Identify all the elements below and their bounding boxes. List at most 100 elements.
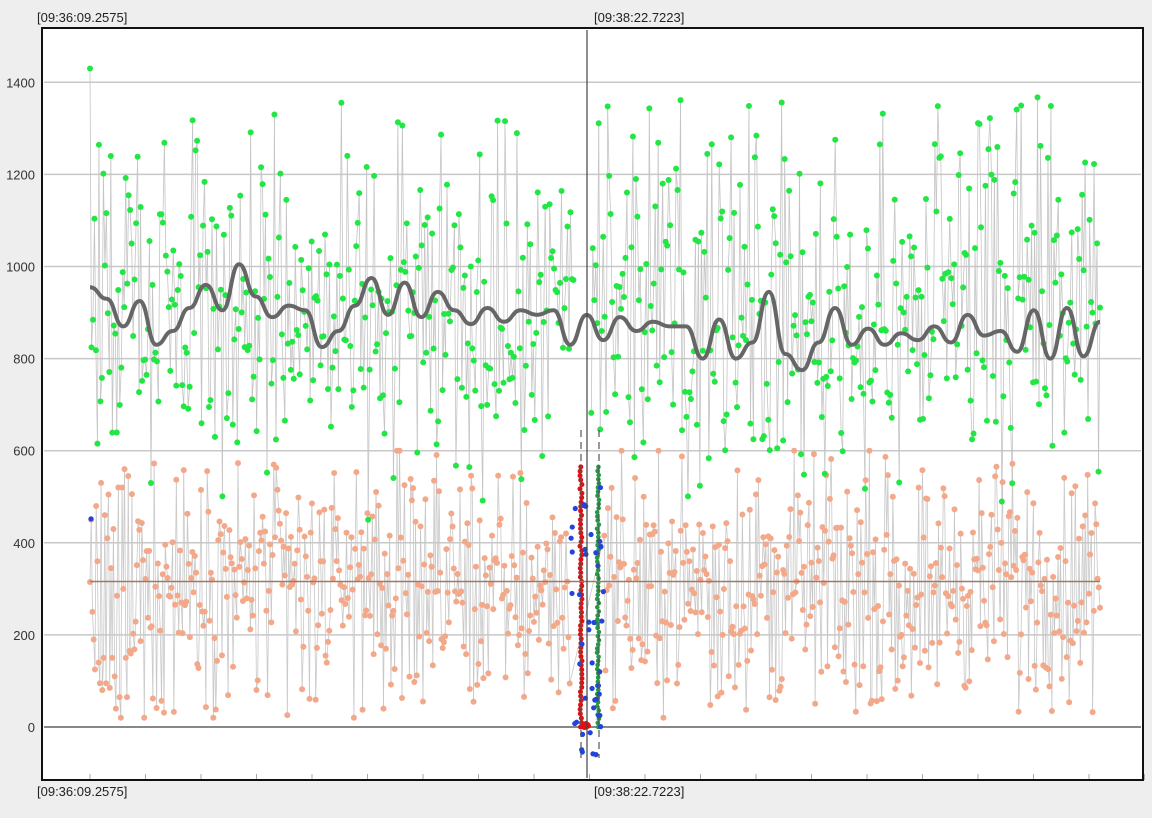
salmon-point (262, 528, 268, 534)
green-point (114, 429, 120, 435)
salmon-point (881, 547, 887, 553)
salmon-point (908, 693, 914, 699)
salmon-point (483, 572, 489, 578)
green-point (956, 172, 962, 178)
salmon-point (822, 528, 828, 534)
salmon-point (707, 702, 713, 708)
green-point (523, 363, 529, 369)
green-point (965, 367, 971, 373)
green-point (994, 144, 1000, 150)
salmon-point (152, 584, 158, 590)
green-point (184, 350, 190, 356)
green-point (1046, 322, 1052, 328)
salmon-point (1087, 551, 1093, 557)
salmon-point (485, 670, 491, 676)
green-point (466, 464, 472, 470)
salmon-point (938, 545, 944, 551)
green-point (624, 189, 630, 195)
y-tick-label-1000: 1000 (6, 260, 35, 275)
salmon-point (1060, 634, 1066, 640)
green-point (630, 134, 636, 140)
salmon-point (639, 641, 645, 647)
salmon-point (1086, 591, 1092, 597)
green-point (1069, 229, 1075, 235)
salmon-point (250, 613, 256, 619)
salmon-point (1059, 676, 1065, 682)
salmon-point (406, 674, 412, 680)
salmon-point (546, 641, 552, 647)
salmon-point (716, 542, 722, 548)
green-point (1043, 392, 1049, 398)
salmon-point (949, 603, 955, 609)
green-point (664, 243, 670, 249)
salmon-point (631, 567, 637, 573)
green-point (163, 253, 169, 259)
green-point (321, 333, 327, 339)
salmon-point (464, 520, 470, 526)
blue-point (589, 686, 594, 691)
green-point (487, 366, 493, 372)
green-point (273, 436, 279, 442)
green-point (310, 377, 316, 383)
green-point (362, 314, 368, 320)
salmon-point (945, 593, 951, 599)
green-point (160, 220, 166, 226)
green-point (863, 227, 869, 233)
green-point (518, 476, 524, 482)
salmon-point (937, 639, 943, 645)
salmon-point (519, 625, 525, 631)
salmon-point (791, 448, 797, 454)
salmon-point (615, 618, 621, 624)
salmon-point (774, 569, 780, 575)
green-point (627, 419, 633, 425)
salmon-point (313, 697, 319, 703)
y-tick-label-0: 0 (28, 720, 35, 735)
salmon-point (97, 680, 103, 686)
dark-green-point (596, 531, 601, 536)
green-point (326, 261, 332, 267)
blue-point (88, 516, 93, 521)
red-point (578, 473, 583, 478)
salmon-point (1056, 628, 1062, 634)
salmon-point (161, 710, 167, 716)
salmon-point (172, 602, 178, 608)
green-point (927, 372, 933, 378)
salmon-point (184, 511, 190, 517)
green-point (602, 314, 608, 320)
green-point (392, 366, 398, 372)
salmon-point (309, 500, 315, 506)
salmon-point (487, 565, 493, 571)
green-point (631, 454, 637, 460)
blue-point (596, 713, 601, 718)
dark-green-point (596, 477, 601, 482)
salmon-point (149, 623, 155, 629)
salmon-point (802, 646, 808, 652)
red-point (579, 535, 584, 540)
green-point (115, 287, 121, 293)
salmon-point (842, 599, 848, 605)
green-point (567, 209, 573, 215)
red-point (578, 605, 583, 610)
salmon-point (159, 698, 165, 704)
salmon-point (308, 530, 314, 536)
green-point (1097, 305, 1103, 311)
salmon-point (292, 561, 298, 567)
salmon-point (278, 538, 284, 544)
green-point (517, 345, 523, 351)
salmon-point (752, 601, 758, 607)
salmon-point (942, 493, 948, 499)
green-point (1006, 359, 1012, 365)
salmon-point (371, 651, 377, 657)
green-point (559, 188, 565, 194)
green-point (501, 380, 507, 386)
green-point (654, 363, 660, 369)
salmon-point (850, 589, 856, 595)
salmon-point (336, 567, 342, 573)
salmon-point (694, 568, 700, 574)
green-point (734, 404, 740, 410)
salmon-point (311, 575, 317, 581)
salmon-point (457, 486, 463, 492)
green-point (142, 357, 148, 363)
green-point (953, 374, 959, 380)
green-point (875, 302, 881, 308)
